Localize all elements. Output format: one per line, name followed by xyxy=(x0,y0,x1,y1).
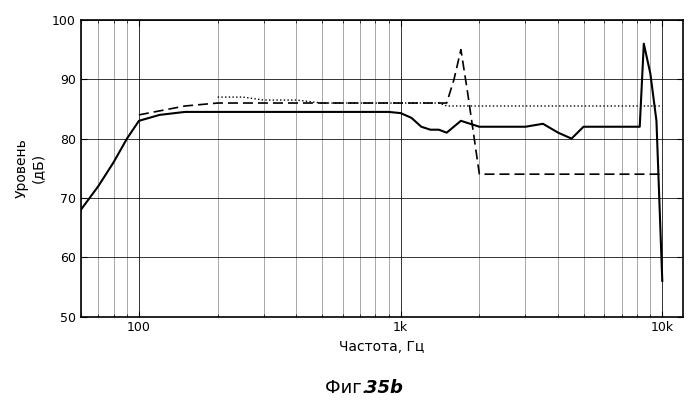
Y-axis label: Уровень
(дБ): Уровень (дБ) xyxy=(15,138,45,198)
Text: Фиг.: Фиг. xyxy=(325,379,373,397)
X-axis label: Частота, Гц: Частота, Гц xyxy=(339,340,424,354)
Text: 35b: 35b xyxy=(365,379,403,397)
